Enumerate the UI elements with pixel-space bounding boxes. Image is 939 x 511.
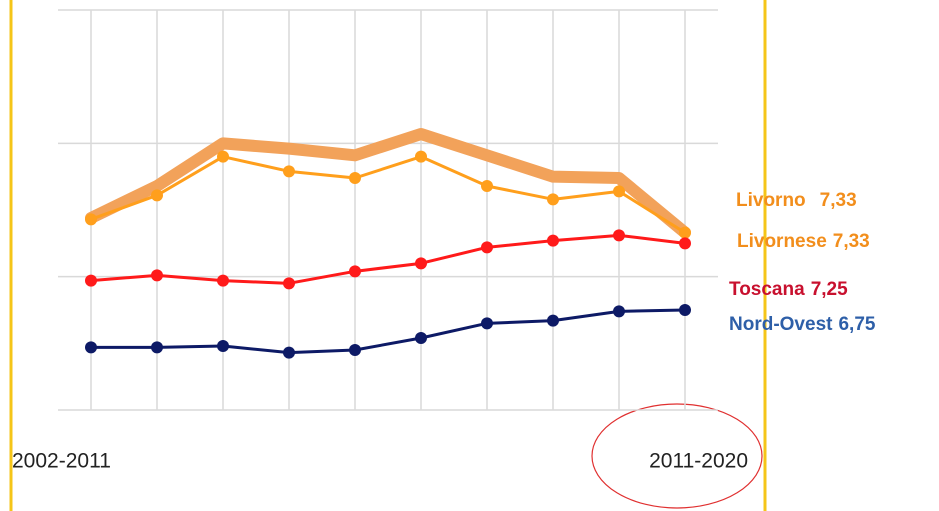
point [151,269,163,282]
point [349,172,361,184]
legend-name: Livornese [737,231,827,252]
legend-label: Livorno 7,33 [736,190,857,211]
legend-label: Toscana 7,25 [729,279,848,300]
point [349,265,361,278]
point [415,150,427,163]
point [283,346,295,359]
value-label: 7,33 [833,231,870,252]
legend-label: Livornese 7,33 [737,231,870,252]
point [415,257,427,270]
point [547,193,559,206]
point [217,340,229,352]
point [481,180,493,192]
point [85,213,97,226]
point [613,305,625,318]
x-tick-label: 2011-2020 [649,450,748,473]
point [547,314,559,327]
point [349,344,361,356]
point [481,241,493,254]
x-tick-label: 2002-2011 [12,450,111,473]
point [679,304,691,316]
value-label: 6,75 [838,314,875,335]
line [85,128,691,239]
point [151,341,163,354]
point [217,274,229,287]
point [283,277,295,290]
point [283,165,295,178]
legend-name: Nord-Ovest [729,314,833,335]
point [415,332,427,344]
line [89,233,687,285]
point [85,341,97,354]
value-label: 7,25 [811,279,848,300]
point [679,237,691,250]
line [89,155,687,235]
point [481,317,493,330]
point [85,274,97,287]
highlight-circle [591,403,763,509]
legend-name: Livorno [736,190,806,211]
point [151,189,163,202]
legend-label: Nord-Ovest 6,75 [729,314,876,335]
legend-name: Toscana [729,279,805,300]
point [679,226,691,239]
value-label: 7,33 [820,190,857,211]
point [547,234,559,247]
point [613,229,625,242]
point [613,185,625,198]
line [89,308,687,355]
point [217,150,229,163]
